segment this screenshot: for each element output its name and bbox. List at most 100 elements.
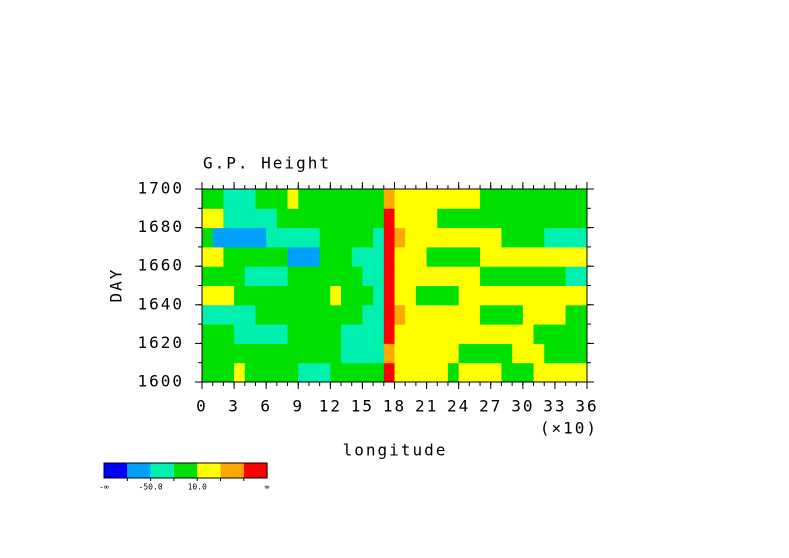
contour-cell xyxy=(415,227,428,248)
contour-cell xyxy=(202,343,214,364)
contour-cell xyxy=(544,362,556,383)
contour-cell xyxy=(490,208,502,229)
contour-cell xyxy=(544,285,556,306)
contour-cell xyxy=(373,343,385,364)
contour-cell xyxy=(287,189,299,209)
contour-cell xyxy=(522,227,535,248)
contour-cell xyxy=(266,189,278,209)
y-tick-label: 1700 xyxy=(137,179,184,198)
contour-cell xyxy=(458,285,470,306)
contour-cell xyxy=(383,324,395,344)
contour-cell xyxy=(437,304,449,325)
contour-cell xyxy=(319,343,331,364)
contour-cell xyxy=(565,189,577,209)
contour-cell xyxy=(576,266,588,286)
contour-cell xyxy=(437,227,449,248)
colorbar-swatch xyxy=(197,463,221,478)
contour-cell xyxy=(373,362,385,383)
contour-cell xyxy=(576,246,588,267)
contour-cell xyxy=(383,343,395,364)
contour-cell xyxy=(501,227,513,248)
contour-cell xyxy=(212,304,224,325)
contour-cell xyxy=(394,227,406,248)
contour-cell xyxy=(447,343,460,364)
contour-cell xyxy=(458,304,470,325)
contour-cell xyxy=(458,208,470,229)
contour-cell xyxy=(255,208,267,229)
contour-cell xyxy=(415,285,428,306)
contour-cell xyxy=(522,208,535,229)
contour-cell xyxy=(405,324,417,344)
contour-cell xyxy=(351,266,363,286)
contour-cell xyxy=(308,227,321,248)
contour-cell xyxy=(522,246,535,267)
contour-cell xyxy=(287,324,299,344)
contour-cell xyxy=(373,324,385,344)
contour-cell xyxy=(255,227,267,248)
contour-cell xyxy=(212,285,224,306)
contour-cell xyxy=(426,343,438,364)
contour-cell xyxy=(469,266,481,286)
contour-cell xyxy=(522,343,535,364)
contour-cell xyxy=(554,304,567,325)
contour-cell xyxy=(330,304,342,325)
contour-cell xyxy=(255,304,267,325)
x-tick-label: 0 xyxy=(196,397,208,416)
contour-cell xyxy=(255,285,267,306)
contour-cell xyxy=(533,227,545,248)
contour-cell xyxy=(319,304,331,325)
contour-cell xyxy=(458,266,470,286)
x-tick-label: 15 xyxy=(351,397,374,416)
contour-cell xyxy=(394,324,406,344)
y-tick-label: 1600 xyxy=(137,372,184,391)
contour-cell xyxy=(287,362,299,383)
contour-cell xyxy=(202,304,214,325)
contour-cell xyxy=(565,285,577,306)
contour-cell xyxy=(266,266,278,286)
contour-cell xyxy=(308,266,321,286)
contour-cell xyxy=(373,266,385,286)
contour-cell xyxy=(415,189,428,209)
contour-cell xyxy=(308,343,321,364)
contour-cell xyxy=(533,266,545,286)
contour-cell xyxy=(244,266,256,286)
contour-cell xyxy=(512,304,524,325)
colorbar-swatch xyxy=(104,463,128,478)
contour-cell xyxy=(202,362,214,383)
contour-cell xyxy=(501,324,513,344)
contour-cell xyxy=(308,362,321,383)
x-tick-label: 3 xyxy=(228,397,240,416)
contour-cell xyxy=(244,324,256,344)
contour-cell xyxy=(576,362,588,383)
contour-cell xyxy=(576,227,588,248)
contour-cell xyxy=(234,208,246,229)
contour-cell xyxy=(512,362,524,383)
contour-cell xyxy=(512,227,524,248)
contour-cell xyxy=(394,266,406,286)
contour-cell xyxy=(287,285,299,306)
contour-cell xyxy=(576,285,588,306)
contour-cell xyxy=(480,227,492,248)
contour-cell xyxy=(394,285,406,306)
contour-cell xyxy=(533,324,545,344)
colorbar-label: -∞ xyxy=(99,483,109,492)
contour-cell xyxy=(362,208,374,229)
contour-cell xyxy=(330,189,342,209)
contour-cell xyxy=(469,324,481,344)
contour-cell xyxy=(512,324,524,344)
contour-cell xyxy=(266,324,278,344)
contour-cell xyxy=(319,266,331,286)
x-tick-label: 9 xyxy=(292,397,304,416)
contour-cell xyxy=(544,343,556,364)
contour-cell xyxy=(437,324,449,344)
contour-cell xyxy=(469,208,481,229)
contour-cell xyxy=(576,189,588,209)
contour-cell xyxy=(362,285,374,306)
contour-cell xyxy=(490,266,502,286)
contour-cell xyxy=(565,324,577,344)
contour-cell xyxy=(490,304,502,325)
contour-cell xyxy=(458,324,470,344)
contour-cell xyxy=(319,227,331,248)
contour-cell xyxy=(522,266,535,286)
contour-cell xyxy=(373,304,385,325)
